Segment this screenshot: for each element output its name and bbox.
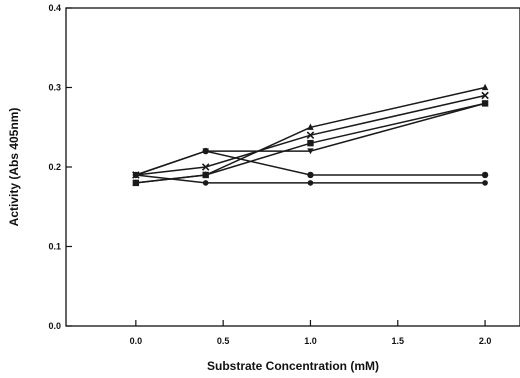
y-tick-label: 0.3 [48, 83, 61, 93]
y-tick-label: 0.4 [48, 3, 61, 13]
series-hexagon [133, 172, 488, 186]
y-tick-label: 0.0 [48, 321, 61, 331]
x-tick-label: 1.5 [392, 336, 405, 346]
x-tick-label: 1.0 [304, 336, 317, 346]
data-point-square [307, 139, 314, 147]
data-point-hexagon [307, 180, 314, 186]
data-point-square [132, 179, 140, 187]
plot-frame [65, 7, 520, 327]
x-tick-label: 0.5 [217, 336, 230, 346]
data-point-circle [307, 171, 314, 179]
series-line [135, 150, 486, 176]
series-line [135, 174, 486, 184]
x-axis-title: Substrate Concentration (mM) [207, 359, 379, 373]
x-tick-label: 2.0 [479, 336, 492, 346]
data-point-circle [202, 147, 209, 155]
data-point-diamond [307, 148, 314, 155]
y-tick-label: 0.1 [48, 242, 61, 252]
x-axis-ticks: 0.0 0.5 1.0 1.5 2.0 [130, 320, 492, 346]
data-point-cross [306, 131, 315, 139]
data-point-hexagon [202, 180, 209, 186]
data-point-hexagon [482, 180, 488, 186]
y-tick-label: 0.2 [48, 162, 61, 172]
data-point-triangle [307, 123, 314, 130]
data-point-diamond [481, 100, 489, 107]
data-point-cross [201, 163, 210, 171]
data-point-circle [481, 171, 489, 179]
data-point-hexagon [133, 172, 139, 178]
series-layer [132, 83, 489, 187]
y-axis-ticks: 0.0 0.1 0.2 0.3 0.4 [48, 3, 72, 331]
data-point-triangle [481, 83, 489, 91]
x-tick-label: 0.0 [130, 336, 143, 346]
series-diamond [132, 100, 489, 179]
series-line [135, 102, 486, 176]
series-cross [132, 91, 489, 179]
data-point-cross [481, 91, 489, 100]
y-axis-title: Activity (Abs 405nm) [7, 108, 21, 227]
data-point-square [202, 171, 209, 179]
